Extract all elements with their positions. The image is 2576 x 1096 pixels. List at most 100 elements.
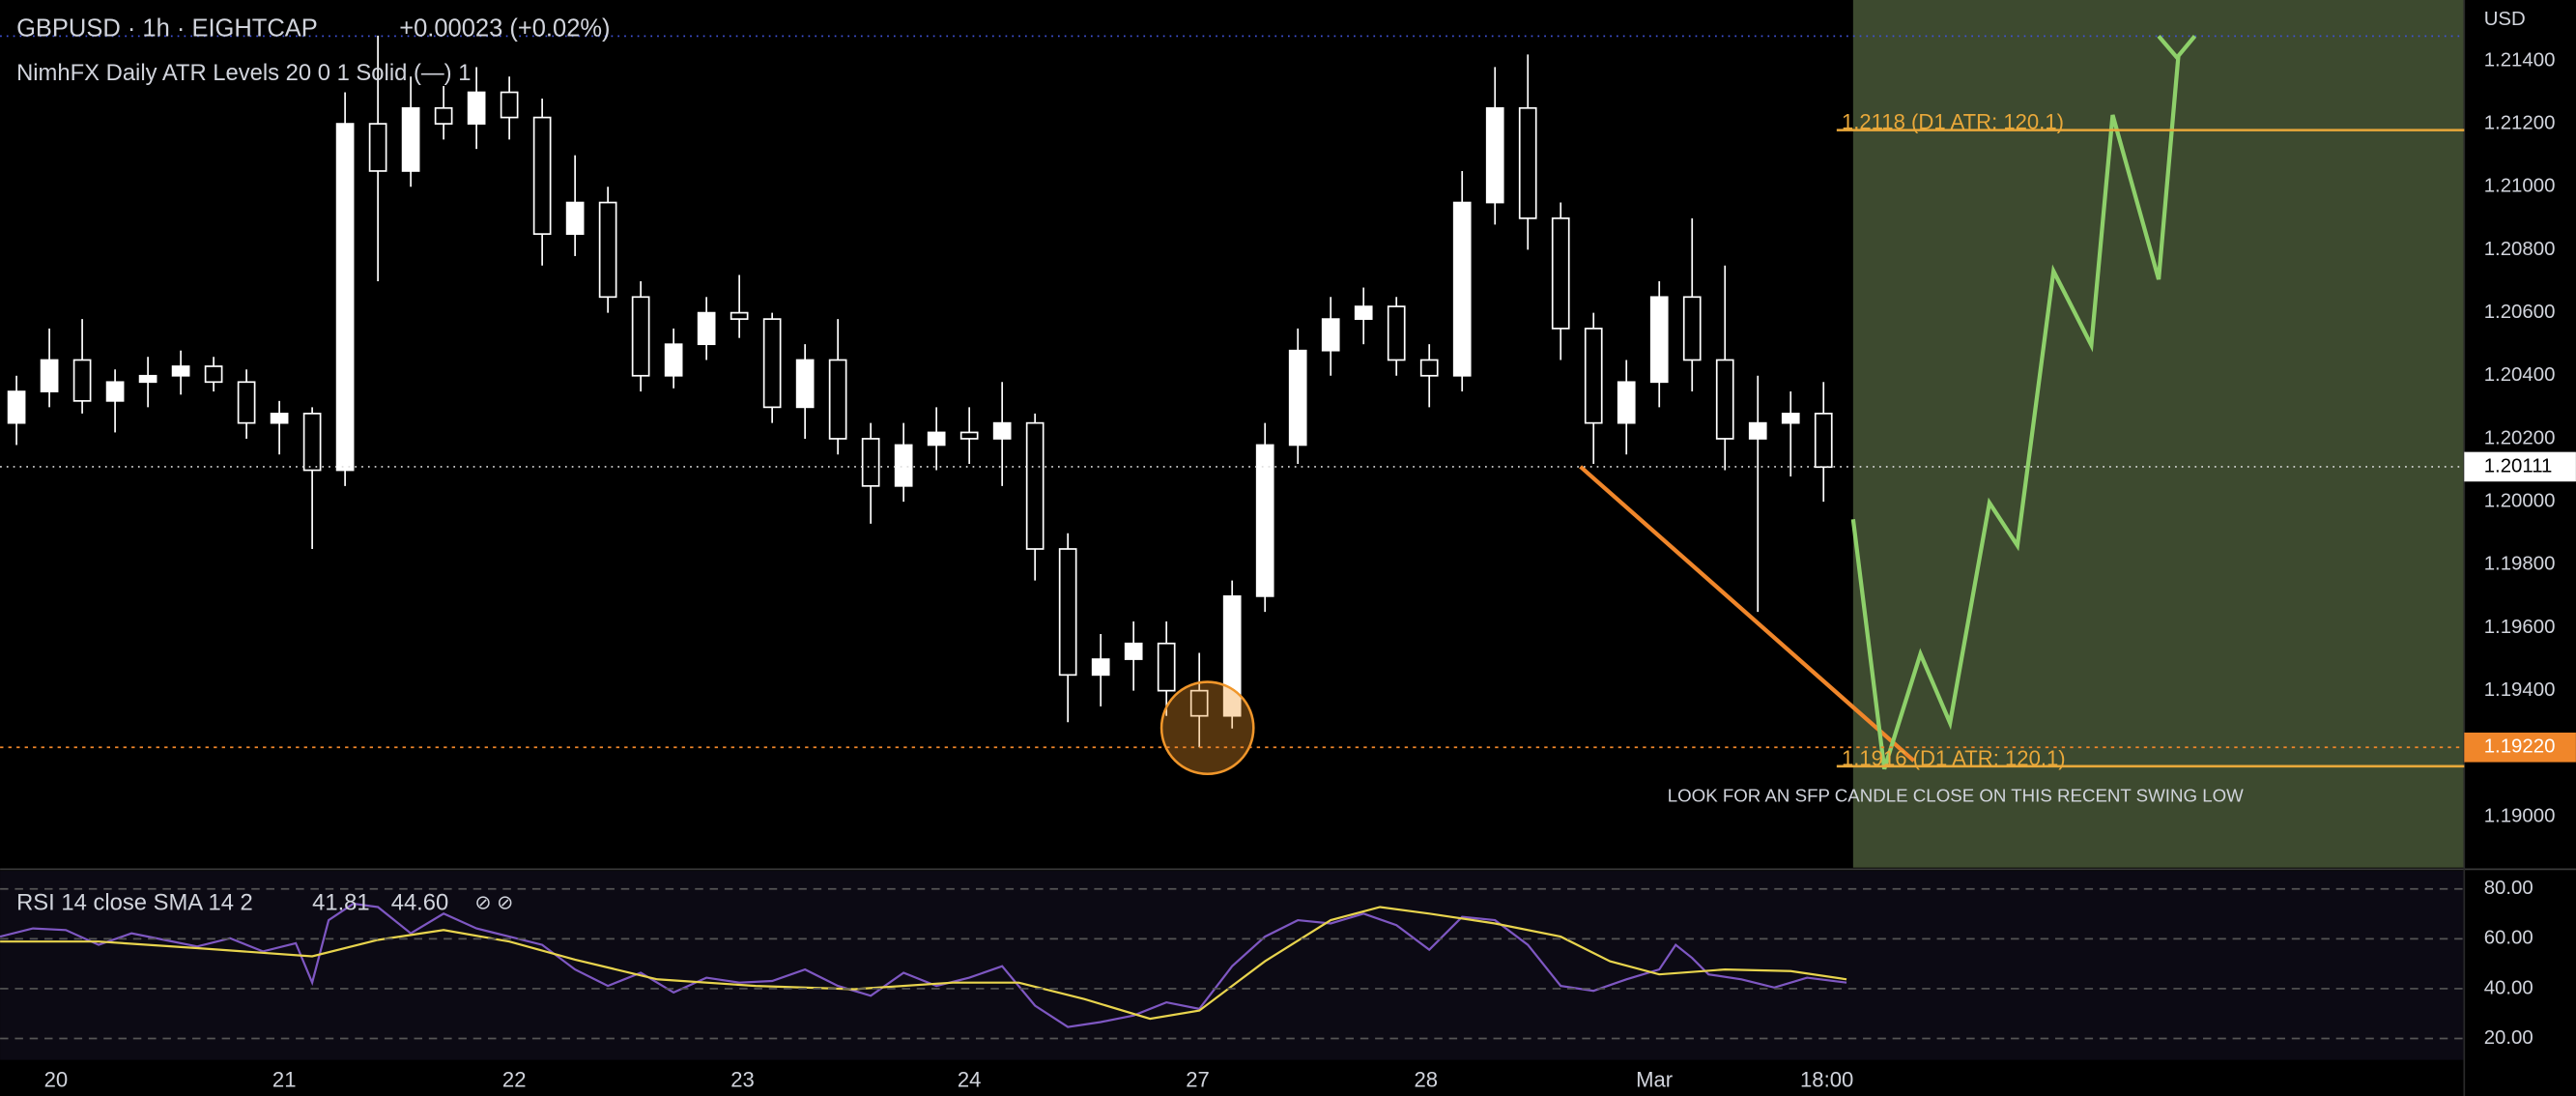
atr-level-label: 1.1916 (D1 ATR: 120.1): [1842, 746, 2066, 770]
atr-level-label: 1.2118 (D1 ATR: 120.1): [1842, 110, 2064, 134]
price-tick-label: 1.20200: [2484, 427, 2556, 448]
candle-body: [1649, 296, 1669, 384]
candle-body: [828, 359, 847, 440]
candle-body: [500, 91, 519, 119]
candle-body: [894, 444, 913, 487]
rsi-sma-line: [0, 906, 1847, 1021]
candle-body: [1781, 413, 1800, 424]
price-tick-label: 1.19800: [2484, 554, 2556, 575]
price-tick-label: 1.20600: [2484, 302, 2556, 323]
price-tick-label: 1.21200: [2484, 112, 2556, 133]
price-tick-label: 1.19600: [2484, 617, 2556, 638]
candle-body: [598, 201, 617, 299]
candle-body: [565, 201, 585, 235]
time-tick-label: 28: [1415, 1068, 1439, 1092]
candle-body: [1715, 359, 1734, 440]
candle-body: [1387, 305, 1406, 361]
candle-body: [1551, 216, 1570, 330]
candle-body: [1321, 318, 1340, 352]
candle-body: [532, 116, 552, 235]
price-tick-label: 1.20800: [2484, 239, 2556, 260]
projection-zone: [1852, 0, 2465, 868]
candles: [7, 35, 1833, 748]
rsi-label: RSI 14 close SMA 14 2: [16, 889, 253, 915]
marked-price-label: 1.19220: [2484, 736, 2556, 758]
candle-body: [204, 365, 223, 384]
candle-body: [335, 123, 355, 472]
candle-body: [40, 359, 59, 392]
candle-body: [7, 390, 26, 424]
candle-body: [631, 296, 650, 377]
candle-body: [105, 381, 125, 402]
candle-body: [697, 311, 716, 346]
rsi-tick-label: 40.00: [2484, 977, 2533, 998]
candle-body: [1091, 658, 1110, 677]
candle-body: [1157, 642, 1176, 692]
candle-body: [1485, 106, 1504, 204]
candle-body: [1124, 642, 1143, 660]
candle-body: [1058, 548, 1077, 677]
candle-body: [302, 413, 322, 472]
candle-body: [1354, 305, 1373, 320]
price-tick-label: 1.21000: [2484, 176, 2556, 197]
candle-body: [1814, 413, 1833, 469]
candle-body: [1584, 328, 1603, 424]
time-tick-label: 21: [272, 1068, 297, 1092]
price-tick-label: 1.21400: [2484, 49, 2556, 71]
rsi-icons: ⊘ ⊘: [474, 892, 513, 913]
candle-body: [1025, 421, 1045, 550]
candle-body: [664, 343, 683, 377]
candle-body: [730, 311, 749, 320]
candle-body: [237, 381, 256, 424]
rsi-line: [0, 902, 1847, 1028]
trend-line: [1579, 465, 1916, 763]
candle-body: [138, 374, 157, 384]
candle-body: [795, 359, 815, 409]
candle-body: [959, 431, 979, 440]
projection-path: [2157, 35, 2181, 61]
axis-unit: USD: [2484, 9, 2526, 30]
candle-body: [1189, 689, 1209, 717]
candle-body: [992, 421, 1012, 440]
time-tick-label: 23: [730, 1068, 755, 1092]
candle-body: [368, 123, 387, 172]
candle-body: [1288, 349, 1307, 447]
candle-body: [762, 318, 782, 409]
rsi-tick-label: 60.00: [2484, 928, 2533, 949]
rsi-value: 41.81: [312, 889, 370, 915]
candle-body: [434, 106, 453, 125]
indicator-label: NimhFX Daily ATR Levels 20 0 1 Solid (—)…: [16, 60, 471, 86]
candle-body: [401, 106, 420, 172]
last-price-label: 1.20111: [2484, 455, 2553, 476]
annotation: LOOK FOR AN SFP CANDLE CLOSE ON THIS REC…: [1668, 786, 2244, 806]
price-change: +0.00023 (+0.02%): [399, 14, 610, 42]
swing-low-circle: [1159, 680, 1255, 776]
time-tick-label: 22: [502, 1068, 527, 1092]
candle-body: [861, 438, 880, 487]
candle-body: [270, 413, 289, 424]
price-tick-label: 1.19000: [2484, 805, 2556, 826]
candle-body: [1452, 201, 1472, 377]
candle-body: [927, 431, 946, 447]
marked-price-tag: [2464, 732, 2576, 763]
price-tick-label: 1.19400: [2484, 679, 2556, 701]
candle-body: [1682, 296, 1702, 361]
candle-body: [1419, 359, 1439, 377]
candle-body: [1255, 444, 1274, 597]
candle-body: [1748, 421, 1767, 440]
symbol-title: GBPUSD · 1h · EIGHTCAP: [16, 14, 318, 42]
rsi-tick-label: 80.00: [2484, 878, 2533, 899]
candle-body: [1518, 106, 1537, 219]
rsi-tick-label: 20.00: [2484, 1027, 2533, 1049]
candle-body: [467, 91, 486, 125]
price-tick-label: 1.20000: [2484, 491, 2556, 512]
last-price-tag: [2464, 451, 2576, 482]
time-tick-label: 27: [1186, 1068, 1210, 1092]
time-tick-label: 20: [44, 1068, 69, 1092]
candle-body: [1617, 381, 1636, 424]
candle-body: [72, 359, 92, 402]
time-tick-label: 24: [958, 1068, 982, 1092]
time-tick-label: 18:00: [1800, 1068, 1853, 1092]
